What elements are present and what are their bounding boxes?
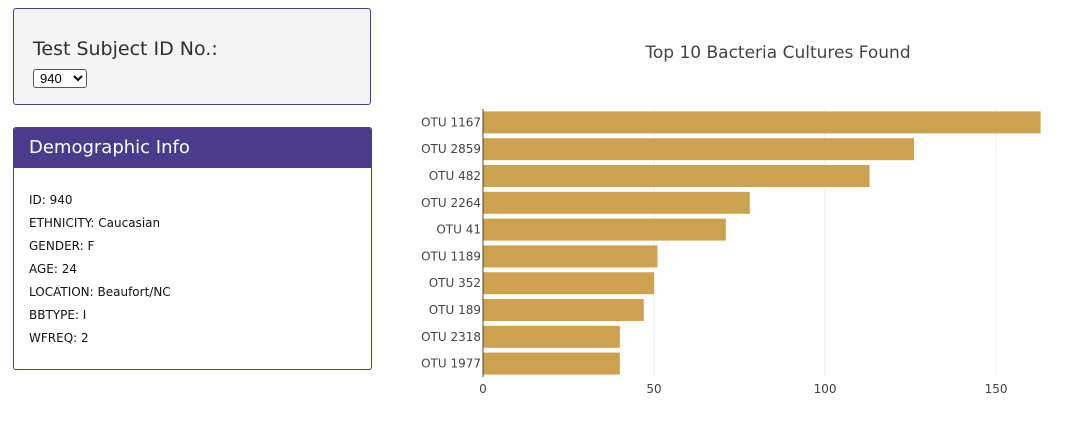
bar-otu-1167[interactable] — [483, 111, 1041, 134]
bar-otu-352[interactable] — [483, 272, 655, 295]
demo-wfreq: WFREQ: 2 — [29, 331, 89, 345]
demo-location: LOCATION: Beaufort/NC — [29, 285, 171, 299]
demo-gender: GENDER: F — [29, 239, 95, 253]
y-tick-label: OTU 2318 — [421, 330, 481, 344]
x-tick-label: 100 — [814, 382, 837, 396]
bar-otu-2318[interactable] — [483, 325, 620, 348]
x-tick-label: 50 — [646, 382, 661, 396]
y-tick-label: OTU 2264 — [421, 196, 481, 210]
demographic-info-panel: Demographic Info ID: 940 ETHNICITY: Cauc… — [13, 127, 372, 370]
y-tick-label: OTU 1189 — [421, 249, 481, 263]
y-tick-label: OTU 189 — [429, 303, 481, 317]
y-tick-label: OTU 482 — [429, 169, 481, 183]
bar-otu-1189[interactable] — [483, 245, 658, 268]
chart-title: Top 10 Bacteria Cultures Found — [644, 43, 910, 63]
bar-otu-2859[interactable] — [483, 138, 915, 161]
bar-otu-482[interactable] — [483, 165, 870, 187]
chart-y-tick-labels: OTU 1167 OTU 2859 OTU 482 OTU 2264 OTU 41 OTU… — [421, 115, 481, 370]
bar-otu-41[interactable] — [483, 218, 726, 241]
demographic-info-title: Demographic Info — [14, 128, 371, 168]
subject-select-label: Test Subject ID No.: — [33, 38, 218, 60]
y-tick-label: OTU 352 — [429, 276, 481, 290]
x-tick-label: 150 — [985, 382, 1008, 396]
bar-chart: Top 10 Bacteria Cultures Found OTU 1167O… — [421, 43, 1041, 396]
chart-x-tick-labels: 0 50 100 150 — [479, 382, 1007, 396]
demo-age: AGE: 24 — [29, 262, 78, 276]
subject-id-dropdown[interactable]: 940 — [33, 69, 87, 88]
demo-bbtype: BBTYPE: I — [29, 308, 87, 322]
y-tick-label: OTU 1977 — [421, 357, 481, 371]
subject-select-panel: Test Subject ID No.: 940 — [13, 8, 371, 105]
demo-ethnicity: ETHNICITY: Caucasian — [29, 216, 161, 230]
y-tick-label: OTU 1167 — [421, 115, 481, 129]
bar-otu-2264[interactable] — [483, 191, 750, 214]
bar-otu-189[interactable] — [483, 299, 644, 321]
demographic-info-body: ID: 940 ETHNICITY: Caucasian GENDER: F A… — [14, 168, 371, 354]
y-tick-label: OTU 2859 — [421, 142, 481, 156]
demo-id: ID: 940 — [29, 193, 73, 207]
bar-otu-1977[interactable] — [483, 352, 620, 375]
y-tick-label: OTU 41 — [436, 223, 481, 237]
chart-bars — [483, 111, 1041, 375]
x-tick-label: 0 — [479, 382, 487, 396]
